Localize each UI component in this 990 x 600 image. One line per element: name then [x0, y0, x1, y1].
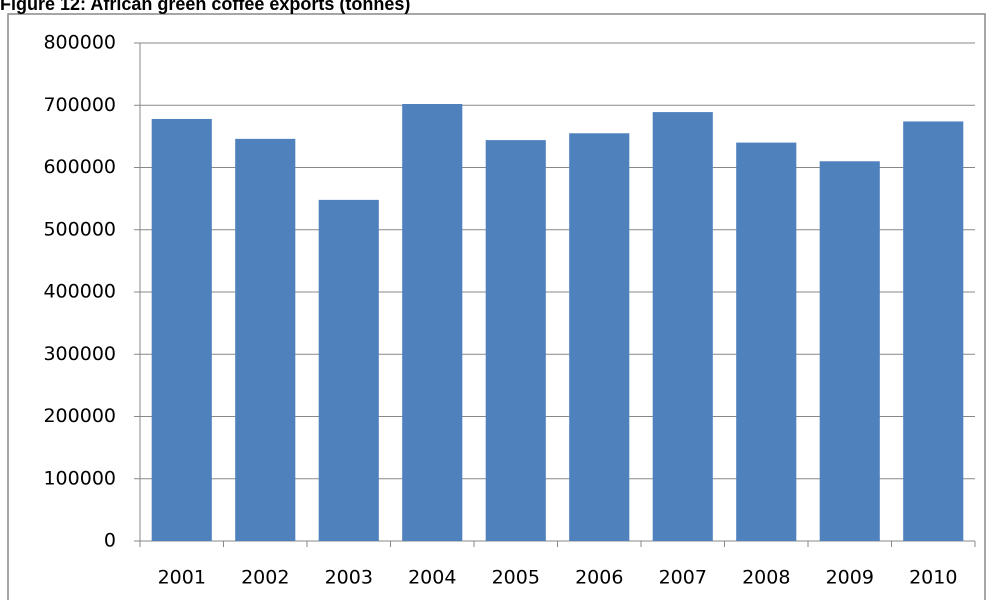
y-tick-label: 300000 [43, 343, 116, 365]
x-tick-label: 2004 [408, 567, 456, 589]
y-tick-label: 600000 [43, 156, 116, 178]
bar [402, 104, 463, 541]
y-tick-label: 0 [104, 530, 116, 552]
y-tick-label: 100000 [43, 467, 116, 489]
x-tick-label: 2010 [909, 567, 957, 589]
bar [235, 138, 296, 542]
bar [903, 121, 964, 541]
bar [569, 133, 630, 541]
bar [151, 118, 212, 541]
x-tick-label: 2008 [742, 567, 790, 589]
bar [485, 140, 546, 542]
chart-title: Figure 12: African green coffee exports … [0, 0, 410, 14]
bar [819, 161, 880, 541]
x-tick-label: 2001 [158, 567, 206, 589]
y-tick-label: 200000 [43, 405, 116, 427]
y-tick-label: 800000 [43, 32, 116, 54]
bar [652, 112, 713, 541]
bar [318, 199, 379, 541]
x-tick-label: 2005 [492, 567, 540, 589]
x-tick-label: 2006 [575, 567, 623, 589]
x-tick-label: 2009 [826, 567, 874, 589]
x-tick-label: 2007 [659, 567, 707, 589]
y-tick-label: 500000 [43, 218, 116, 240]
x-tick-label: 2003 [325, 567, 373, 589]
bar [736, 142, 797, 541]
y-tick-label: 400000 [43, 281, 116, 303]
y-tick-label: 700000 [43, 94, 116, 116]
x-tick-label: 2002 [241, 567, 289, 589]
